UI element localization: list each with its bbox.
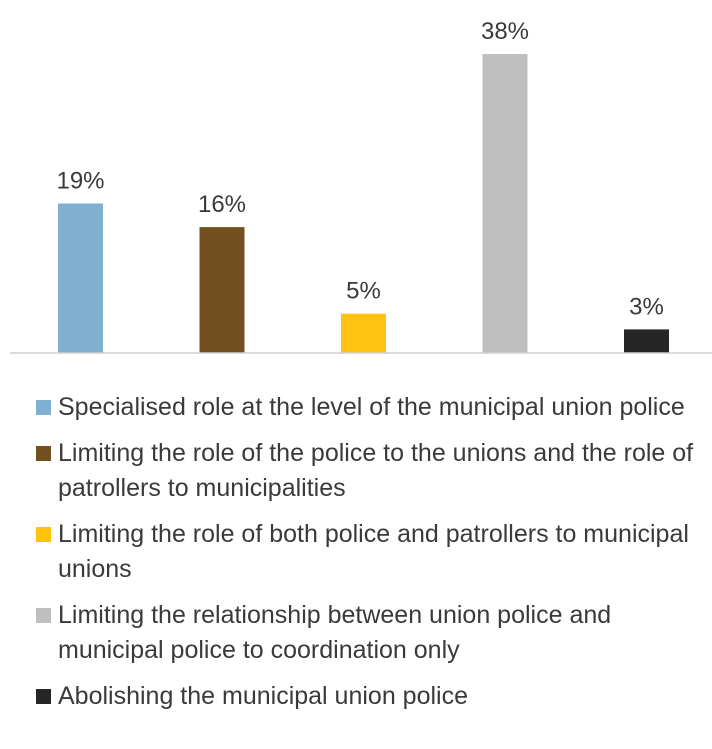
legend-item-2: Limiting the role of the police to the u… bbox=[36, 436, 706, 506]
bar-1 bbox=[58, 203, 103, 353]
bar-5 bbox=[624, 329, 669, 353]
legend-label-1: Specialised role at the level of the mun… bbox=[58, 393, 685, 421]
legend-label-3: Limiting the role of both police and pat… bbox=[58, 520, 689, 583]
bar-2 bbox=[199, 227, 245, 353]
data-label-1: 19% bbox=[56, 168, 104, 195]
legend-label-4: Limiting the relationship between union … bbox=[58, 601, 612, 664]
legend-item-4: Limiting the relationship between union … bbox=[36, 598, 706, 668]
legend-item-1: Specialised role at the level of the mun… bbox=[36, 390, 706, 425]
legend-label-5: Abolishing the municipal union police bbox=[58, 682, 468, 710]
legend-swatch-2 bbox=[36, 446, 51, 461]
legend-label-2: Limiting the role of the police to the u… bbox=[58, 439, 694, 502]
data-label-2: 16% bbox=[198, 191, 246, 218]
bars-group bbox=[58, 54, 669, 353]
data-label-4: 38% bbox=[481, 18, 529, 45]
legend-swatch-4 bbox=[36, 608, 51, 623]
legend-item-3: Limiting the role of both police and pat… bbox=[36, 517, 706, 587]
chart-legend: Specialised role at the level of the mun… bbox=[36, 390, 706, 725]
data-label-3: 5% bbox=[346, 278, 381, 305]
legend-item-5: Abolishing the municipal union police bbox=[36, 679, 706, 714]
legend-swatch-3 bbox=[36, 527, 51, 542]
bar-3 bbox=[341, 313, 386, 353]
data-label-5: 3% bbox=[629, 293, 664, 320]
bar-chart: 19% 16% 5% 38% 3% bbox=[10, 18, 712, 354]
bar-4 bbox=[482, 54, 528, 353]
legend-swatch-5 bbox=[36, 689, 51, 704]
data-labels-group: 19% 16% 5% 38% 3% bbox=[56, 18, 663, 320]
legend-swatch-1 bbox=[36, 400, 51, 415]
